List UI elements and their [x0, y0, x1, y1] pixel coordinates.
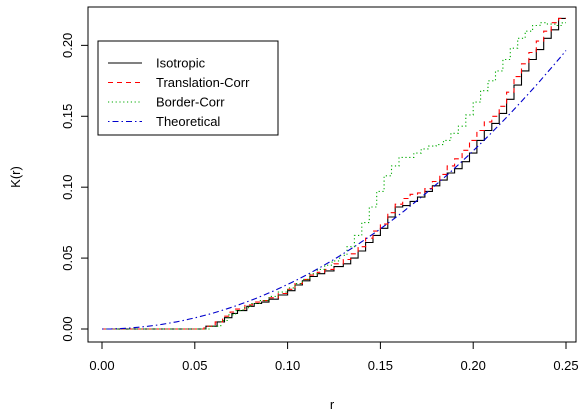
- x-tick-label: 0.05: [182, 358, 207, 373]
- legend-label: Isotropic: [156, 56, 206, 71]
- legend-box: [97, 40, 279, 136]
- x-tick-label: 0.10: [275, 358, 300, 373]
- series-line-isotropic: [102, 17, 566, 330]
- legend: Isotropic Translation-Corr Border-Corr Theo…: [97, 40, 279, 136]
- x-axis-label: r: [330, 397, 335, 412]
- x-tick-label: 0.00: [89, 358, 114, 373]
- y-tick-label: 0.05: [60, 245, 75, 270]
- series-line-translation-corr: [102, 17, 566, 330]
- x-tick-label: 0.15: [368, 358, 393, 373]
- legend-label: Translation-Corr: [156, 75, 250, 90]
- legend-label: Border-Corr: [156, 95, 225, 110]
- series-line-theoretical: [102, 50, 567, 330]
- y-tick-label: 0.10: [60, 175, 75, 200]
- legend-label: Theoretical: [156, 114, 220, 129]
- y-tick-label: 0.00: [60, 316, 75, 341]
- y-axis: 0.00 0.05 0.10 0.15 0.20: [60, 33, 89, 342]
- y-axis-label: K(r): [8, 166, 23, 188]
- x-tick-label: 0.25: [553, 358, 578, 373]
- y-tick-label: 0.15: [60, 104, 75, 129]
- series-line-border-corr: [102, 22, 566, 330]
- x-axis: 0.00 0.05 0.10 0.15 0.20 0.25: [89, 341, 579, 373]
- y-tick-label: 0.20: [60, 33, 75, 58]
- x-tick-label: 0.20: [461, 358, 486, 373]
- series-lines: [102, 17, 567, 330]
